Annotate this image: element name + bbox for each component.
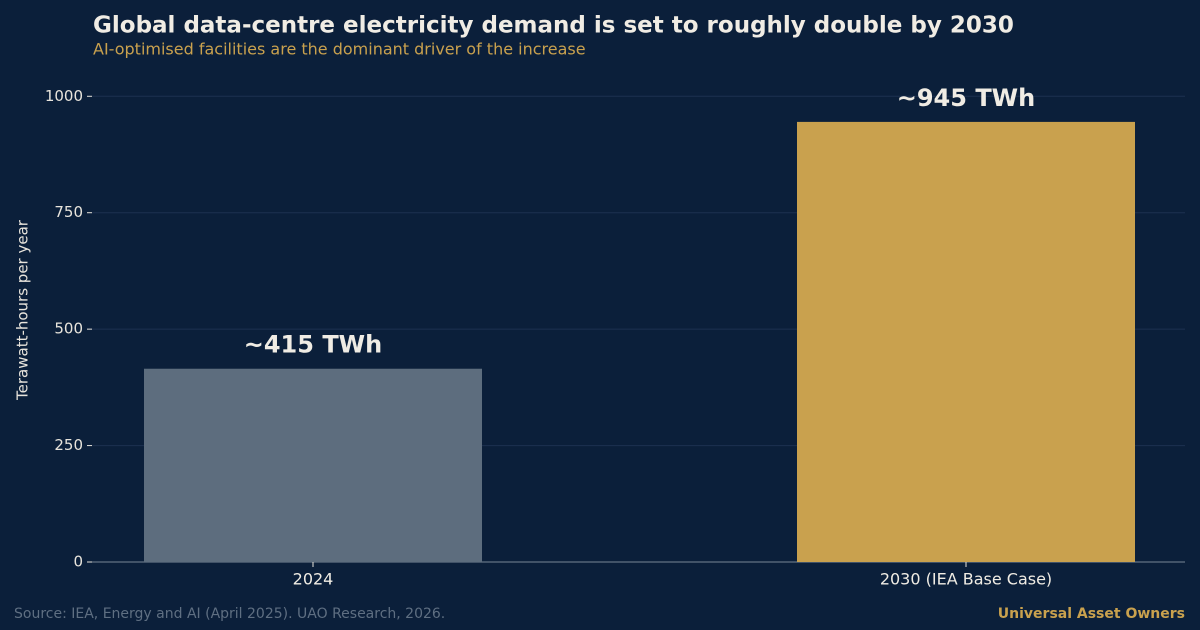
- chart-title: Global data-centre electricity demand is…: [93, 13, 1014, 39]
- y-tick-label: 1000: [45, 87, 83, 105]
- y-tick-label: 0: [73, 553, 83, 571]
- bar: [144, 368, 482, 562]
- x-tick-label: 2030 (IEA Base Case): [880, 570, 1052, 589]
- y-axis-label: Terawatt-hours per year: [14, 219, 32, 401]
- x-tick-label: 2024: [293, 570, 334, 589]
- chart-subtitle: AI-optimised facilities are the dominant…: [93, 40, 586, 59]
- y-tick-label: 750: [54, 203, 83, 221]
- y-tick-label: 250: [54, 436, 83, 454]
- bar: [797, 121, 1135, 563]
- brand: Universal Asset Owners: [998, 606, 1185, 622]
- y-tick-label: 500: [54, 320, 83, 338]
- source-note: Source: IEA, Energy and AI (April 2025).…: [14, 606, 445, 622]
- value-label: ~415 TWh: [244, 331, 383, 359]
- value-label: ~945 TWh: [897, 84, 1036, 112]
